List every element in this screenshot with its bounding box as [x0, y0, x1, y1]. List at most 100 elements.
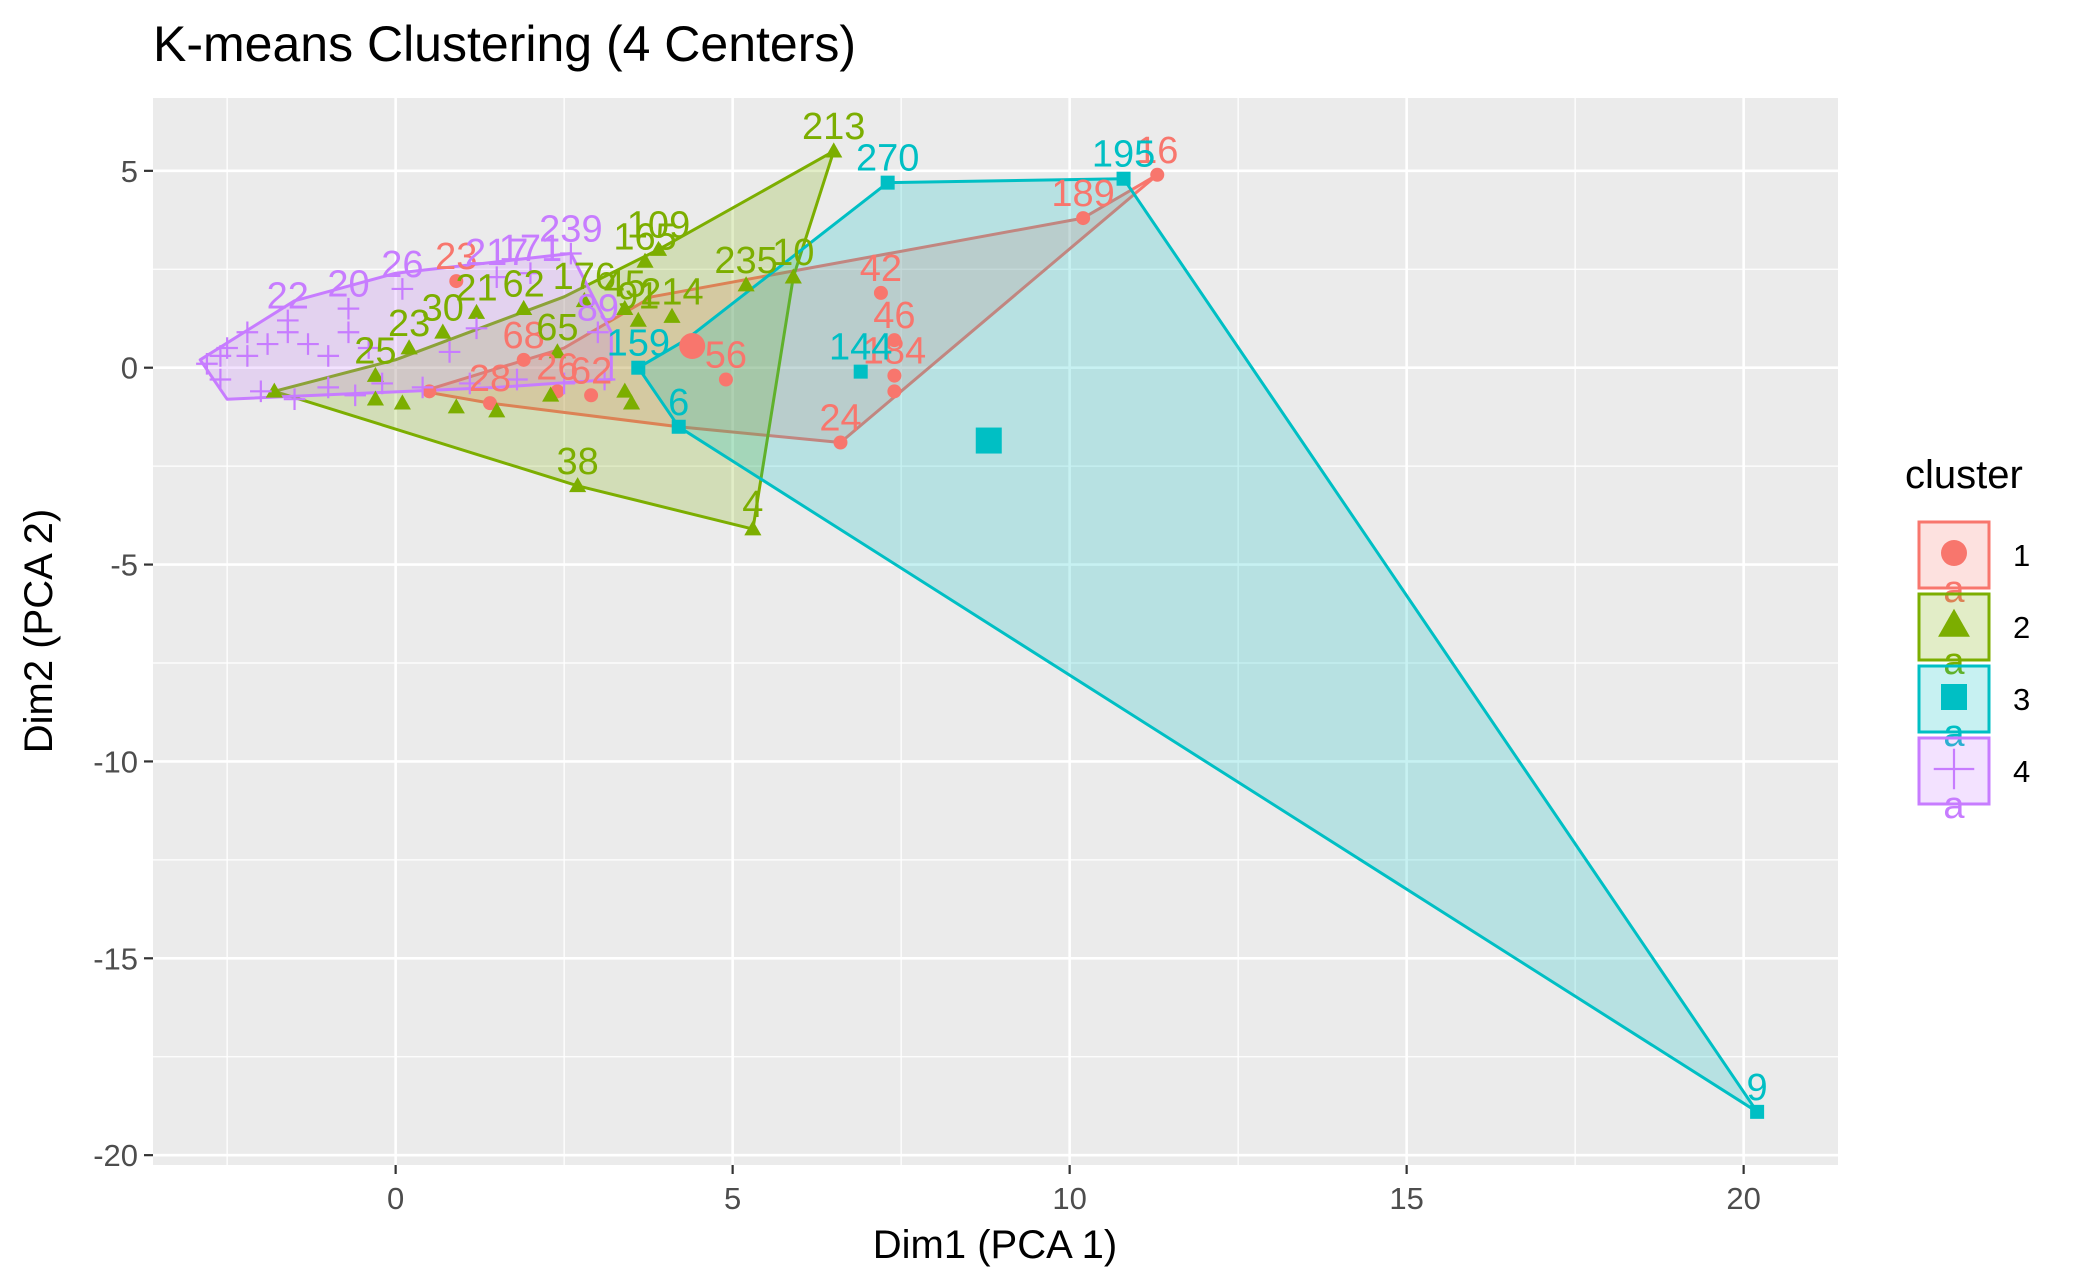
point-cluster-4 [256, 333, 279, 355]
point-cluster-4 [587, 321, 609, 344]
point-label: 184 [863, 331, 926, 373]
point-cluster-2 [488, 402, 506, 418]
point-cluster-2 [467, 303, 486, 319]
point-label: 20 [327, 264, 369, 306]
point-cluster-2 [649, 240, 668, 256]
data-points [196, 142, 1765, 1119]
point-label: 214 [640, 272, 703, 314]
point-label: 6 [668, 382, 689, 424]
point-label: 171 [499, 228, 562, 270]
point-cluster-4 [209, 368, 232, 391]
point-label: 22 [267, 275, 309, 317]
legend-label: 3 [2013, 682, 2030, 717]
grid-lines [153, 98, 1838, 1165]
point-label: 26 [381, 244, 423, 286]
point-cluster-4 [465, 317, 488, 340]
point-label: 23 [435, 236, 477, 278]
point-cluster-2 [366, 366, 384, 382]
point-cluster-1 [516, 352, 531, 367]
point-cluster-2 [825, 142, 843, 158]
point-cluster-3 [631, 360, 646, 375]
point-label: 45 [604, 264, 646, 306]
point-cluster-2 [515, 299, 533, 315]
point-label: 26 [536, 346, 578, 388]
point-label: 68 [503, 315, 545, 357]
point-cluster-4 [344, 384, 366, 407]
point-cluster-4 [236, 345, 259, 367]
point-cluster-1 [483, 396, 497, 411]
point-cluster-4 [209, 345, 232, 367]
point-cluster-4 [196, 352, 218, 375]
point-cluster-2 [265, 382, 283, 398]
point-label: 9 [1747, 1067, 1768, 1109]
legend-item-1: a1 [1917, 520, 2030, 611]
point-cluster-1 [887, 368, 902, 383]
point-cluster-2 [575, 292, 593, 308]
point-label: 42 [860, 248, 902, 290]
legend-item-4: a4 [1917, 736, 2030, 827]
point-cluster-1 [1150, 167, 1165, 182]
point-cluster-4 [391, 278, 414, 300]
point-label: 16 [1136, 130, 1178, 172]
point-cluster-4 [519, 262, 542, 285]
point-cluster-4 [458, 372, 481, 395]
point-label: 28 [469, 358, 511, 400]
point-cluster-4 [438, 341, 461, 363]
point-cluster-4 [317, 345, 340, 367]
point-label: 10 [772, 232, 814, 274]
point-label: 24 [819, 398, 861, 440]
x-tick-label: 5 [724, 1181, 741, 1216]
point-cluster-3 [1116, 171, 1131, 186]
point-label: 195 [1092, 134, 1155, 176]
point-label: 159 [607, 323, 670, 365]
y-tick-label: -5 [110, 548, 138, 583]
point-label: 270 [856, 138, 919, 180]
point-label: 235 [714, 240, 777, 282]
point-cluster-3 [853, 364, 868, 379]
legend-square-icon [1941, 684, 1967, 710]
point-cluster-2 [400, 339, 418, 355]
point-label: 46 [873, 295, 915, 337]
point-cluster-2 [629, 311, 647, 327]
point-cluster-4 [506, 368, 528, 391]
legend-item-2: a2 [1917, 592, 2030, 683]
point-label: 109 [627, 205, 690, 247]
point-cluster-4 [357, 337, 380, 359]
point-cluster-4 [337, 321, 360, 344]
point-cluster-2 [393, 394, 411, 410]
y-tick-label: 0 [121, 351, 138, 386]
point-cluster-3 [671, 419, 686, 434]
center-cluster-1 [679, 333, 706, 360]
legend-label: 2 [2013, 610, 2030, 645]
legend-triangle-icon [1938, 608, 1970, 637]
x-tick-label: 20 [1726, 1181, 1760, 1216]
point-label: 56 [705, 335, 747, 377]
point-label: 4 [742, 484, 763, 526]
point-label: 62 [503, 264, 545, 306]
legend-label: 4 [2013, 754, 2030, 789]
y-tick-label: 5 [121, 154, 138, 189]
plot-panel [153, 98, 1838, 1165]
point-label: 21 [455, 268, 497, 310]
point-cluster-1 [887, 333, 902, 348]
point-label: 25 [354, 331, 396, 373]
cluster-hulls [198, 149, 1759, 1114]
point-cluster-3 [1750, 1104, 1765, 1119]
point-cluster-1 [584, 388, 599, 403]
point-cluster-2 [622, 394, 641, 410]
y-tick-label: -15 [93, 941, 138, 976]
point-cluster-2 [663, 307, 681, 323]
point-cluster-4 [283, 388, 306, 411]
center-cluster-3 [975, 427, 1002, 454]
point-cluster-2 [542, 386, 560, 402]
point-label: 176 [553, 256, 616, 298]
legend-circle-icon [1941, 540, 1967, 566]
point-label: 239 [539, 209, 602, 251]
point-cluster-4 [277, 321, 299, 344]
x-axis-title: Dim1 (PCA 1) [873, 1223, 1118, 1267]
point-cluster-2 [784, 268, 802, 284]
y-tick-label: -20 [93, 1138, 138, 1173]
